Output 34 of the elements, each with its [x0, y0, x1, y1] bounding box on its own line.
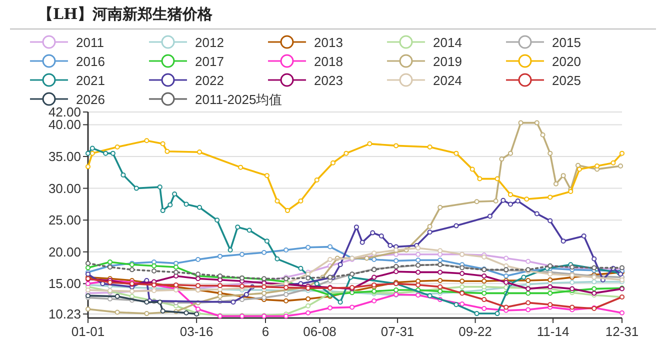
chart-title: 【LH】河南新郑生猪价格: [38, 5, 214, 23]
y-tick-label: 15.00: [48, 276, 81, 292]
legend-label: 2014: [433, 35, 462, 50]
y-tick-label: 40.00: [48, 117, 81, 132]
legend-label: 2023: [314, 73, 343, 88]
legend-label: 2015: [552, 35, 581, 50]
legend-label: 2013: [314, 35, 343, 50]
legend-label: 2016: [76, 54, 105, 69]
x-tick-label: 09-22: [458, 324, 492, 339]
legend-label: 2022: [195, 73, 224, 88]
legend-label: 2019: [433, 54, 462, 69]
legend-label: 2021: [76, 73, 105, 88]
legend-label: 2018: [314, 54, 343, 69]
x-tick-label: 01-01: [71, 324, 105, 339]
x-tick-label: 6: [262, 324, 270, 339]
x-tick-label: 03-16: [180, 324, 214, 339]
legend-label: 2011-2025均值: [195, 92, 282, 107]
y-tick-label: 35.00: [48, 149, 81, 164]
legend-label: 2012: [195, 35, 224, 50]
x-tick-label: 07-31: [380, 324, 414, 339]
y-tick-label: 30.00: [48, 180, 81, 196]
x-tick-label: 12-31: [605, 324, 639, 339]
y-tick-label: 25.00: [48, 212, 81, 228]
legend-label: 2020: [552, 54, 581, 69]
y-tick-label: 10.23: [48, 306, 81, 322]
x-tick-label: 06-08: [303, 324, 336, 339]
y-tick-label: 42.00: [48, 104, 81, 120]
legend-label: 2024: [433, 73, 462, 88]
legend-label: 2025: [552, 73, 581, 88]
legend-label: 2026: [76, 92, 105, 107]
y-tick-label: 20.00: [48, 244, 81, 260]
legend-label: 2011: [76, 35, 104, 50]
x-tick-label: 11-14: [536, 324, 570, 339]
legend-label: 2017: [195, 54, 224, 69]
